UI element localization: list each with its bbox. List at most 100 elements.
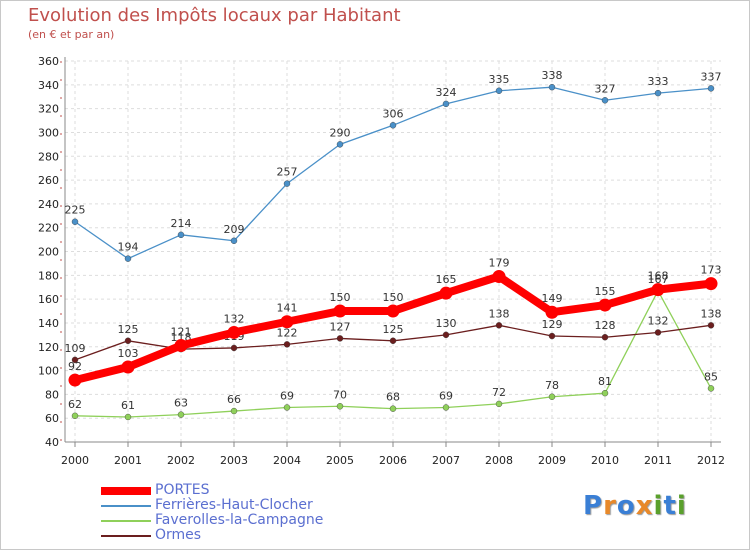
data-point xyxy=(283,341,291,348)
data-label: 69 xyxy=(439,389,453,402)
data-point xyxy=(495,400,503,408)
data-label: 173 xyxy=(701,264,722,277)
data-point xyxy=(707,322,715,329)
logo-letter: i xyxy=(653,491,664,521)
data-point xyxy=(651,283,665,297)
data-label: 121 xyxy=(171,326,192,339)
data-point xyxy=(174,339,188,353)
x-tick-label: 2005 xyxy=(326,454,354,467)
x-tick-label: 2000 xyxy=(61,454,89,467)
data-point xyxy=(71,412,79,420)
data-label: 85 xyxy=(704,370,718,383)
x-tick-label: 2004 xyxy=(273,454,301,467)
logo-letter: t xyxy=(663,491,677,521)
data-point xyxy=(230,237,238,244)
logo-letter: x xyxy=(635,491,654,521)
proxiti-logo: Proxiti xyxy=(583,491,687,521)
legend-label: PORTES xyxy=(155,482,210,498)
data-point xyxy=(704,277,718,291)
legend: PORTES Ferrières-Haut-Clocher Faverolles-l… xyxy=(101,483,323,543)
data-point xyxy=(601,334,609,341)
data-point xyxy=(230,407,238,415)
data-point xyxy=(227,325,241,339)
x-tick-label: 2012 xyxy=(697,454,725,467)
data-label: 167 xyxy=(648,273,669,286)
x-tick-label: 2002 xyxy=(167,454,195,467)
legend-swatch xyxy=(101,504,151,507)
data-point xyxy=(442,331,450,339)
data-label: 333 xyxy=(648,75,669,88)
data-point xyxy=(230,344,238,352)
y-tick-label: 120 xyxy=(38,341,59,354)
legend-label: Ferrières-Haut-Clocher xyxy=(155,497,313,513)
y-tick-label: 80 xyxy=(45,388,59,401)
data-label: 130 xyxy=(436,317,457,330)
data-point xyxy=(336,141,344,148)
data-point xyxy=(333,304,347,318)
data-label: 150 xyxy=(330,291,351,304)
legend-item: Faverolles-la-Campagne xyxy=(101,513,323,528)
data-point xyxy=(495,87,503,94)
y-tick-label: 280 xyxy=(38,150,59,163)
logo-letter: P xyxy=(583,491,604,521)
data-label: 338 xyxy=(542,69,563,82)
data-point xyxy=(389,122,397,129)
data-label: 168 xyxy=(648,270,669,283)
data-label: 132 xyxy=(648,314,669,327)
data-point xyxy=(548,332,556,340)
data-point xyxy=(336,403,344,410)
data-point xyxy=(545,305,559,319)
y-tick-label: 260 xyxy=(38,174,59,187)
data-label: 125 xyxy=(118,323,139,336)
data-point xyxy=(124,255,132,262)
x-tick-label: 2010 xyxy=(591,454,619,467)
data-point xyxy=(121,360,135,374)
data-point xyxy=(124,337,132,344)
data-point xyxy=(71,218,79,225)
y-tick-label: 40 xyxy=(45,436,59,449)
x-tick-label: 2006 xyxy=(379,454,407,467)
legend-swatch xyxy=(101,534,151,537)
legend-swatch xyxy=(101,486,151,495)
data-point xyxy=(389,337,397,344)
data-label: 69 xyxy=(280,389,294,402)
data-label: 68 xyxy=(386,391,400,404)
data-label: 179 xyxy=(489,257,510,270)
data-point xyxy=(177,411,185,418)
logo-letter: r xyxy=(603,491,617,521)
data-label: 141 xyxy=(277,302,298,315)
y-tick-label: 360 xyxy=(38,55,59,68)
y-tick-label: 140 xyxy=(38,317,59,330)
data-label: 337 xyxy=(701,70,722,83)
data-label: 132 xyxy=(224,312,245,325)
data-label: 128 xyxy=(595,319,616,332)
y-tick-label: 320 xyxy=(38,103,59,116)
x-tick-label: 2001 xyxy=(114,454,142,467)
x-tick-label: 2007 xyxy=(432,454,460,467)
y-tick-label: 240 xyxy=(38,198,59,211)
data-label: 165 xyxy=(436,273,457,286)
y-tick-label: 200 xyxy=(38,246,59,259)
y-tick-label: 100 xyxy=(38,365,59,378)
y-tick-label: 220 xyxy=(38,222,59,235)
y-tick-label: 180 xyxy=(38,269,59,282)
legend-label: Faverolles-la-Campagne xyxy=(155,512,324,528)
data-point xyxy=(707,385,715,392)
y-tick-label: 160 xyxy=(38,293,59,306)
data-label: 138 xyxy=(489,307,510,320)
data-point xyxy=(283,404,291,411)
data-point xyxy=(280,315,294,329)
data-label: 209 xyxy=(224,223,245,236)
data-label: 327 xyxy=(595,82,616,95)
data-point xyxy=(492,270,506,284)
legend-item: Ferrières-Haut-Clocher xyxy=(101,498,323,513)
data-label: 103 xyxy=(118,347,139,360)
chart-subtitle: (en € et par an) xyxy=(28,28,115,41)
legend-swatch xyxy=(101,519,151,522)
data-label: 214 xyxy=(171,217,192,230)
data-label: 109 xyxy=(65,342,86,355)
logo-letter: i xyxy=(676,491,687,521)
data-label: 129 xyxy=(542,318,563,331)
